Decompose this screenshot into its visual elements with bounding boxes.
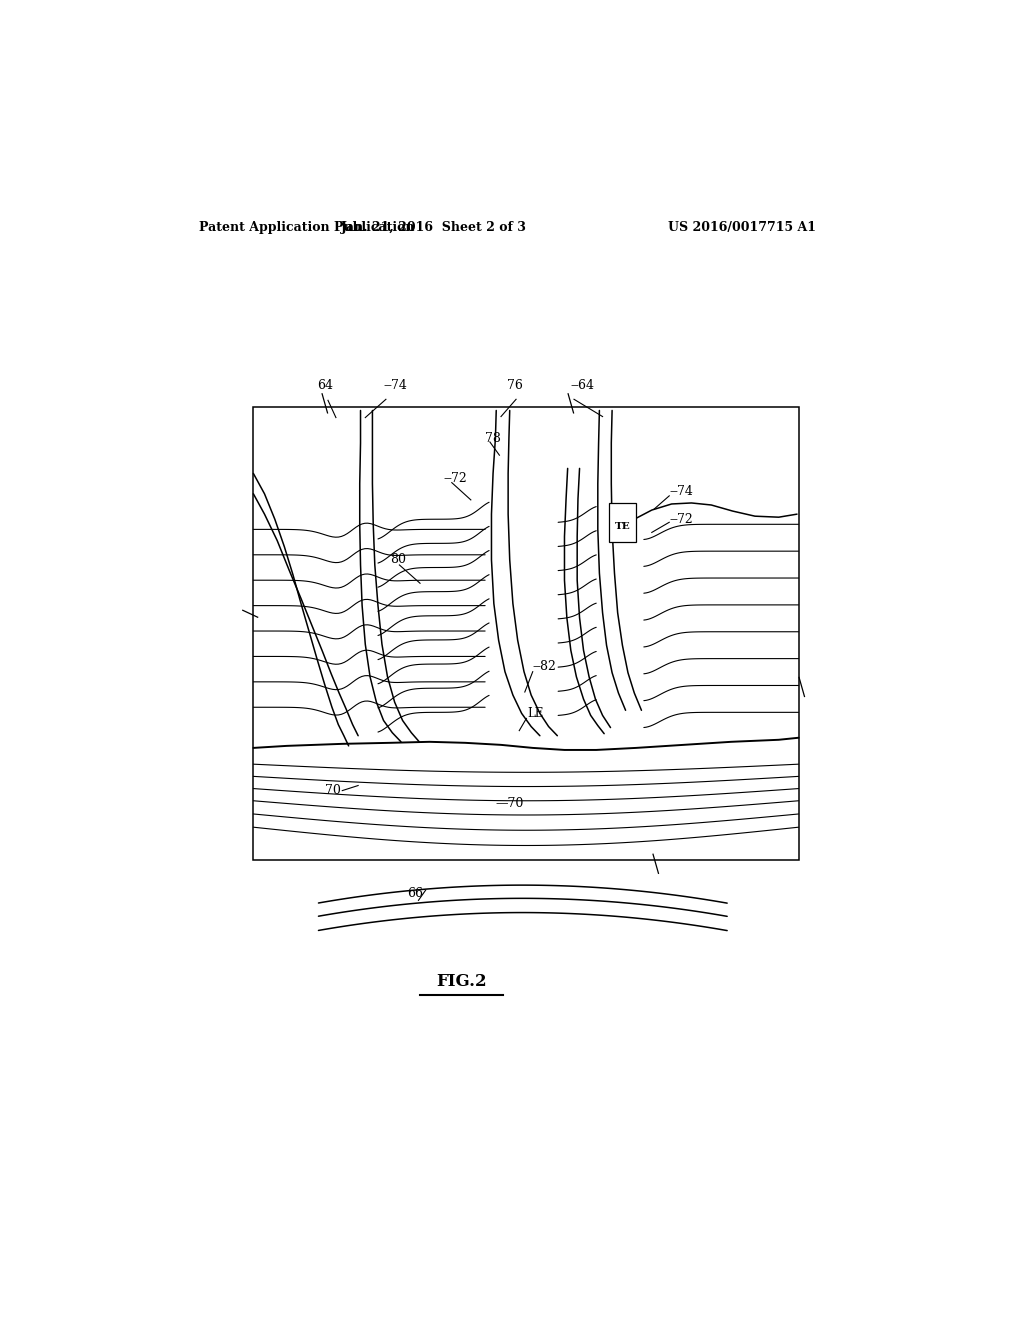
Text: Jan. 21, 2016  Sheet 2 of 3: Jan. 21, 2016 Sheet 2 of 3	[341, 220, 526, 234]
Text: 80: 80	[390, 553, 406, 566]
Text: —70: —70	[496, 797, 524, 810]
Text: 78: 78	[485, 433, 501, 445]
Text: TE: TE	[614, 521, 631, 531]
Text: 76: 76	[507, 379, 523, 392]
Text: ‒64: ‒64	[570, 379, 595, 392]
Text: ‒72: ‒72	[443, 473, 468, 484]
Text: ‒74: ‒74	[384, 379, 408, 392]
Text: Patent Application Publication: Patent Application Publication	[200, 220, 415, 234]
Text: US 2016/0017715 A1: US 2016/0017715 A1	[668, 220, 816, 234]
Text: ‒74: ‒74	[670, 486, 693, 498]
Text: ‒72: ‒72	[670, 512, 693, 525]
Text: LE: LE	[527, 706, 544, 719]
FancyBboxPatch shape	[609, 503, 636, 541]
Text: FIG.2: FIG.2	[436, 973, 486, 990]
Text: 64: 64	[316, 379, 333, 392]
Text: 66: 66	[408, 887, 423, 900]
Text: 70: 70	[325, 784, 341, 797]
Text: ‒82: ‒82	[532, 660, 557, 673]
Bar	[253, 408, 799, 859]
